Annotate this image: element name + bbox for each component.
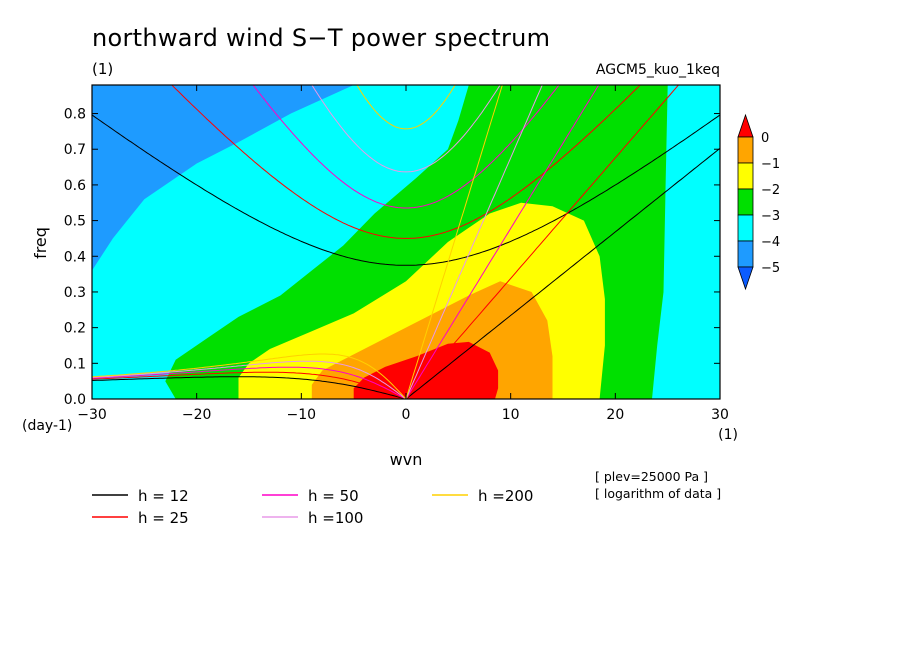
contour-fill-gt-0 (353, 341, 499, 399)
contour-fills (92, 85, 668, 399)
y-tick-label: 0.8 (64, 107, 86, 123)
colorbar-arrow-bottom (737, 266, 754, 291)
colorbar-bin (737, 240, 754, 268)
y-tick-label: 0.2 (64, 321, 86, 337)
legend-label-h25: h = 25 (138, 509, 189, 527)
gravity-curve-h100 (311, 85, 501, 173)
legend-label-h12: h = 12 (138, 487, 189, 505)
legend: h = 12 h = 25 h = 50 h =100 h =200 (92, 487, 533, 527)
dispersion-curves (92, 85, 720, 399)
kelvin-curve-h100 (405, 85, 543, 399)
colorbar: 0 −1 −2 −3 −4 −5 (737, 113, 780, 291)
x-tick-label: 10 (502, 407, 520, 423)
annotation-logarithm: [ logarithm of data ] (595, 486, 721, 501)
colorbar-label: −3 (761, 209, 780, 224)
kelvin-curve-h12 (405, 147, 720, 399)
colorbar-label: −1 (761, 157, 780, 172)
x-tick-label: 20 (606, 407, 624, 423)
y-axis: 0.0 0.1 0.2 0.3 0.4 0.5 0.6 0.7 0.8 (64, 107, 720, 408)
rossby-curve-h25 (92, 371, 407, 399)
x-tick-label: 30 (711, 407, 729, 423)
y-tick-label: 0.4 (64, 249, 86, 265)
gravity-curve-h200 (356, 85, 456, 130)
colorbar-label: 0 (761, 131, 769, 146)
chart-units-left: (1) (92, 60, 113, 78)
legend-label-h200: h =200 (478, 487, 533, 505)
kelvin-curve-h50 (405, 85, 600, 399)
colorbar-bin (737, 188, 754, 216)
kelvin-curve-h200 (405, 85, 503, 399)
x-tick-label: −30 (77, 407, 107, 423)
rossby-curve-h100 (92, 360, 407, 399)
colorbar-label: −2 (761, 183, 780, 198)
x-axis: −30 −20 −10 0 10 20 30 (77, 85, 729, 423)
legend-label-h50: h = 50 (308, 487, 359, 505)
y-tick-label: 0.0 (64, 392, 86, 408)
y-tick-label: 0.7 (64, 142, 86, 158)
x-tick-label: −10 (287, 407, 317, 423)
gravity-curve-h50 (252, 85, 560, 209)
y-tick-label: 0.3 (64, 285, 86, 301)
colorbar-bin (737, 136, 754, 164)
colorbar-bin (737, 162, 754, 190)
kelvin-curve-h25 (405, 85, 680, 399)
rossby-curve-h200 (92, 353, 407, 399)
y-tick-label: 0.5 (64, 214, 86, 230)
colorbar-label: −5 (761, 261, 780, 276)
x-axis-label: wvn (390, 450, 423, 469)
gravity-curve-h25 (171, 85, 641, 239)
y-tick-label: 0.1 (64, 356, 86, 372)
run-name: AGCM5_kuo_1keq (596, 62, 720, 78)
colorbar-arrow-top (737, 113, 754, 138)
plot-area (91, 84, 721, 400)
x-tick-label: −20 (182, 407, 212, 423)
x-tick-label: 0 (402, 407, 411, 423)
gravity-curve-h12 (92, 114, 720, 266)
y-tick-label: 0.6 (64, 178, 86, 194)
y-units-label: (day-1) (22, 418, 72, 434)
y-axis-label: freq (31, 227, 50, 259)
rossby-curve-h12 (92, 376, 407, 399)
rossby-curve-h50 (92, 366, 407, 399)
chart-title: northward wind S−T power spectrum (92, 24, 550, 52)
colorbar-label: −4 (761, 235, 780, 250)
colorbar-bin (737, 214, 754, 242)
legend-label-h100: h =100 (308, 509, 363, 527)
x-units-label: (1) (718, 427, 738, 443)
annotation-plev: [ plev=25000 Pa ] (595, 469, 708, 484)
contour-fill-minus5-minus4 (92, 85, 354, 271)
